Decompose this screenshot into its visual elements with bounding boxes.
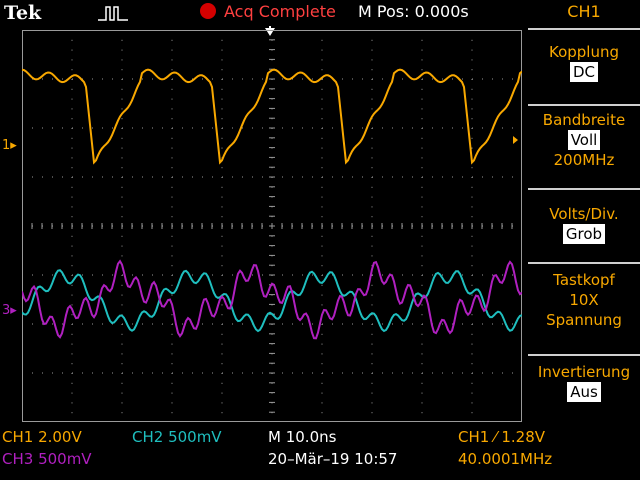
menu-divider (528, 188, 640, 190)
horizontal-position: M Pos: 0.000s (358, 2, 469, 21)
timebase-readout: M 10.0ns (268, 428, 337, 446)
menu-item-tastkopf[interactable]: Tastkopf 10X Spannung (528, 270, 640, 330)
menu-divider (528, 28, 640, 30)
menu-divider (528, 262, 640, 264)
waveform-display (22, 30, 522, 422)
acq-status-dot-icon (200, 3, 216, 19)
menu-item-kopplung[interactable]: Kopplung DC (528, 42, 640, 82)
brand-logo: Tek (4, 2, 42, 24)
menu-item-value: 10X (569, 291, 599, 309)
menu-item-invertierung[interactable]: Invertierung Aus (528, 362, 640, 402)
menu-item-extra: 200MHz (553, 151, 615, 169)
ch1-waveform (22, 68, 522, 165)
menu-item-volts-div[interactable]: Volts/Div. Grob (528, 204, 640, 244)
top-status-bar: Tek Acq Complete M Pos: 0.000s (0, 0, 528, 24)
datetime-readout: 20–Mär–19 10:57 (268, 450, 398, 468)
menu-item-extra: Spannung (546, 311, 622, 329)
channel-side-menu: CH1 (528, 0, 640, 420)
menu-item-label: Tastkopf (553, 271, 615, 289)
ch3-ground-marker: 3▸ (2, 303, 17, 318)
ch2-scale-readout: CH2 500mV (132, 428, 222, 446)
trigger-readout: CH1 ⁄ 1.28V (458, 428, 545, 446)
menu-item-label: Kopplung (548, 43, 619, 61)
ch1-scale-readout: CH1 2.00V (2, 428, 82, 446)
menu-item-label: Bandbreite (542, 111, 626, 129)
acq-status-text: Acq Complete (224, 2, 336, 21)
menu-divider (528, 104, 640, 106)
graticule-grid (22, 30, 522, 422)
menu-item-value: Grob (562, 224, 606, 244)
menu-item-label: Volts/Div. (549, 205, 619, 223)
ch3-scale-readout: CH3 500mV (2, 450, 92, 468)
menu-item-value: Voll (567, 130, 601, 150)
ch1-ground-marker: 1▸ (2, 138, 17, 153)
menu-divider (528, 354, 640, 356)
menu-item-label: Invertierung (537, 363, 631, 381)
edge-trigger-icon (98, 6, 128, 21)
menu-item-value: Aus (567, 382, 601, 402)
menu-item-bandbreite[interactable]: Bandbreite Voll 200MHz (528, 110, 640, 170)
frequency-readout: 40.0001MHz (458, 450, 553, 468)
bottom-readout-bar: CH1 2.00V CH2 500mV M 10.0ns CH1 ⁄ 1.28V… (0, 420, 640, 480)
trigger-level-marker-icon (513, 136, 518, 144)
ch3-waveform (22, 259, 522, 340)
menu-title: CH1 (567, 2, 601, 21)
menu-item-value: DC (569, 62, 599, 82)
ch2-waveform (22, 269, 522, 333)
